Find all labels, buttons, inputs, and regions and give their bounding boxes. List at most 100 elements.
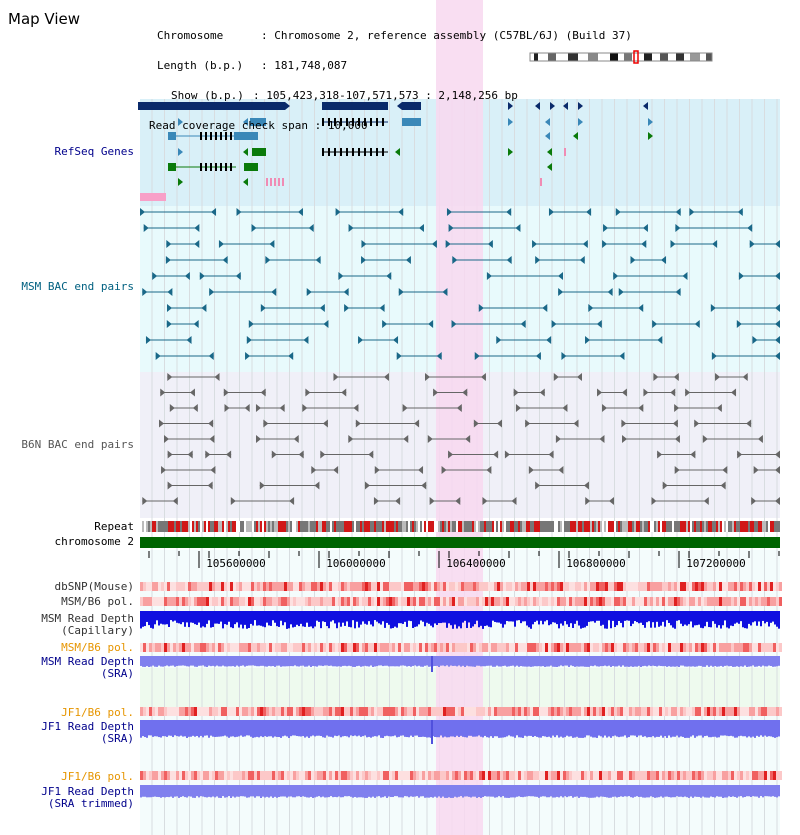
bac-end-arrow[interactable] bbox=[720, 481, 726, 490]
bac-end-arrow[interactable] bbox=[582, 240, 588, 248]
bac-end-arrow[interactable] bbox=[343, 288, 349, 296]
bac-end-arrow[interactable] bbox=[603, 224, 609, 232]
bac-end-arrow[interactable] bbox=[164, 435, 170, 443]
bac-end-arrow[interactable] bbox=[775, 240, 780, 248]
bac-end-arrow[interactable] bbox=[775, 450, 780, 459]
bac-end-arrow[interactable] bbox=[209, 435, 215, 443]
bac-end-arrow[interactable] bbox=[358, 336, 364, 344]
gene-arrow[interactable] bbox=[243, 148, 248, 156]
bac-end-arrow[interactable] bbox=[562, 404, 568, 412]
gene-arrow[interactable] bbox=[648, 132, 653, 140]
bac-end-arrow[interactable] bbox=[607, 288, 613, 296]
bac-end-arrow[interactable] bbox=[455, 497, 461, 505]
bac-end-arrow[interactable] bbox=[487, 240, 493, 248]
bac-end-arrow[interactable] bbox=[586, 208, 592, 216]
track-label-refseq[interactable]: RefSeq Genes bbox=[54, 145, 134, 158]
bac-end-arrow[interactable] bbox=[403, 435, 409, 443]
bac-end-arrow[interactable] bbox=[775, 466, 780, 474]
bac-end-arrow[interactable] bbox=[246, 336, 252, 344]
bac-end-arrow[interactable] bbox=[298, 450, 304, 459]
bac-end-arrow[interactable] bbox=[169, 404, 175, 412]
bac-end-arrow[interactable] bbox=[480, 373, 486, 381]
gene-exon[interactable] bbox=[328, 148, 330, 156]
bac-end-arrow[interactable] bbox=[155, 352, 161, 360]
gene-arrow[interactable] bbox=[243, 118, 248, 126]
bac-end-arrow[interactable] bbox=[279, 404, 285, 412]
bac-end-arrow[interactable] bbox=[577, 373, 583, 381]
bac-end-arrow[interactable] bbox=[532, 240, 538, 248]
track-label-chromosome[interactable]: chromosome 2 bbox=[54, 535, 134, 548]
bac-end-arrow[interactable] bbox=[670, 388, 676, 397]
gene-arrow[interactable] bbox=[243, 178, 248, 186]
bac-end-arrow[interactable] bbox=[230, 497, 236, 505]
bac-end-arrow[interactable] bbox=[205, 450, 211, 459]
bac-end-arrow[interactable] bbox=[462, 388, 468, 397]
bac-end-arrow[interactable] bbox=[657, 336, 663, 344]
bac-end-arrow[interactable] bbox=[402, 404, 408, 412]
bac-end-arrow[interactable] bbox=[673, 373, 679, 381]
bac-end-arrow[interactable] bbox=[210, 466, 216, 474]
bac-end-arrow[interactable] bbox=[579, 256, 585, 264]
gene-exon[interactable] bbox=[352, 148, 354, 156]
track-label-b6n-bac[interactable]: B6N BAC end pairs bbox=[21, 438, 134, 451]
gene-exon[interactable] bbox=[205, 132, 207, 140]
bac-end-arrow[interactable] bbox=[373, 497, 379, 505]
bac-end-arrow[interactable] bbox=[405, 256, 411, 264]
bac-end-arrow[interactable] bbox=[506, 208, 512, 216]
bac-end-arrow[interactable] bbox=[167, 450, 173, 459]
bac-end-arrow[interactable] bbox=[142, 288, 148, 296]
bac-end-arrow[interactable] bbox=[535, 256, 541, 264]
bac-end-arrow[interactable] bbox=[542, 304, 548, 312]
bac-end-arrow[interactable] bbox=[528, 466, 534, 474]
bac-end-arrow[interactable] bbox=[520, 320, 526, 328]
gene-exon[interactable] bbox=[358, 118, 360, 126]
bac-end-arrow[interactable] bbox=[583, 481, 589, 490]
bac-end-arrow[interactable] bbox=[775, 304, 780, 312]
bac-end-arrow[interactable] bbox=[621, 419, 627, 428]
bac-end-arrow[interactable] bbox=[751, 497, 757, 505]
bac-end-arrow[interactable] bbox=[558, 466, 564, 474]
gene-arrow[interactable] bbox=[178, 118, 183, 126]
gene-arrow[interactable] bbox=[545, 132, 550, 140]
bac-end-arrow[interactable] bbox=[638, 304, 644, 312]
bac-end-arrow[interactable] bbox=[166, 240, 172, 248]
gene-arrow[interactable] bbox=[285, 102, 290, 110]
bac-end-arrow[interactable] bbox=[167, 304, 173, 312]
bac-end-arrow[interactable] bbox=[245, 352, 251, 360]
bac-end-arrow[interactable] bbox=[289, 497, 295, 505]
bac-end-arrow[interactable] bbox=[535, 481, 541, 490]
bac-end-arrow[interactable] bbox=[621, 388, 627, 397]
bac-end-arrow[interactable] bbox=[599, 435, 605, 443]
track-label-msm-depth-sra[interactable]: MSM Read Depth (SRA) bbox=[41, 655, 134, 680]
bac-end-arrow[interactable] bbox=[661, 256, 667, 264]
gene-arrow[interactable] bbox=[178, 148, 183, 156]
ideogram-position-marker[interactable] bbox=[633, 50, 639, 64]
bac-end-arrow[interactable] bbox=[585, 336, 591, 344]
gene-exon[interactable] bbox=[168, 132, 176, 140]
gene-exon[interactable] bbox=[382, 148, 384, 156]
gene-exon[interactable] bbox=[250, 118, 266, 126]
bac-end-arrow[interactable] bbox=[333, 466, 339, 474]
bac-end-arrow[interactable] bbox=[651, 497, 657, 505]
gene-exon[interactable] bbox=[364, 118, 366, 126]
bac-end-arrow[interactable] bbox=[474, 352, 480, 360]
bac-end-arrow[interactable] bbox=[288, 352, 294, 360]
bac-end-arrow[interactable] bbox=[207, 481, 213, 490]
bac-end-arrow[interactable] bbox=[140, 208, 146, 216]
bac-end-arrow[interactable] bbox=[539, 388, 545, 397]
bac-end-arrow[interactable] bbox=[737, 208, 743, 216]
bac-end-arrow[interactable] bbox=[145, 336, 151, 344]
bac-end-arrow[interactable] bbox=[702, 435, 708, 443]
bac-end-arrow[interactable] bbox=[224, 404, 230, 412]
bac-end-arrow[interactable] bbox=[209, 288, 215, 296]
bac-end-arrow[interactable] bbox=[638, 404, 644, 412]
track-label-msm-depth-capillary[interactable]: MSM Read Depth (Capillary) bbox=[41, 612, 134, 637]
bac-end-arrow[interactable] bbox=[344, 304, 350, 312]
bac-end-arrow[interactable] bbox=[395, 497, 401, 505]
gene-exon[interactable] bbox=[278, 178, 280, 186]
bac-end-arrow[interactable] bbox=[710, 304, 716, 312]
gene-exon[interactable] bbox=[364, 148, 366, 156]
gene-exon[interactable] bbox=[376, 118, 378, 126]
bac-end-arrow[interactable] bbox=[333, 373, 339, 381]
bac-end-arrow[interactable] bbox=[670, 240, 676, 248]
